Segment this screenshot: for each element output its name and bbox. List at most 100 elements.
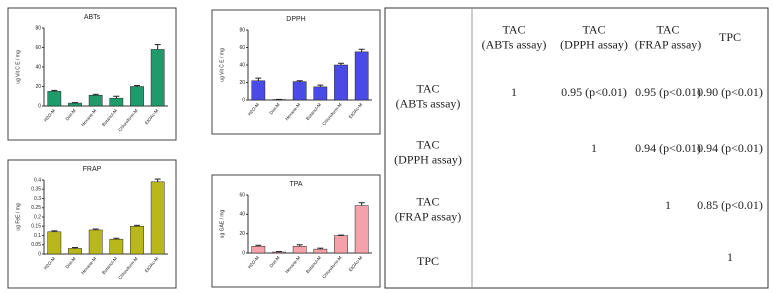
error-bar [113,237,120,240]
bar [47,231,62,255]
error-bar [154,178,161,182]
y-tick-label: 60 [239,45,245,51]
bar [150,181,165,255]
y-tick-label: 0.3 [34,196,41,202]
error-bar [358,202,365,206]
bar [88,95,103,107]
bar [334,64,348,101]
error-bar [296,244,303,247]
error-bar [255,244,262,247]
table-cell: 0.95 (p<0.01) [561,85,627,99]
error-bar [338,62,344,65]
error-bar [154,44,161,50]
chart-frame [7,159,177,289]
bar [47,91,62,107]
table-cell: 1 [727,250,733,264]
y-tick-label: 20 [35,84,41,90]
cell-text: (ABTs assay) [482,37,547,51]
y-tick-label: 40 [239,62,245,68]
chart-title: DPPH [286,16,305,23]
error-bar [296,80,303,82]
error-bar [134,85,140,87]
bar [251,80,266,101]
bar [68,102,82,107]
chart-frame [7,7,177,141]
y-tick-label: 0.4 [34,177,41,183]
table-cell: 1 [591,141,597,155]
cell-text: TPC [417,254,439,268]
chart-title: FRAP [83,166,102,173]
error-bar [317,84,324,87]
bar [130,226,144,255]
y-axis-label: ug Vit C E / mg [15,50,21,84]
y-axis-label: ug FeE / mg [15,203,21,230]
y-tick-label: 60 [239,192,245,198]
cell-text: TAC [416,194,439,208]
table-cell: 0.85 (p<0.01) [697,198,763,212]
table-cell: 0.90 (p<0.01) [697,85,763,99]
y-tick-label: 0 [38,251,41,257]
y-tick-label: 0 [242,97,245,103]
cell-text: TAC [582,22,605,36]
cell-text: TAC [416,81,439,95]
cell-text: (FRAP assay) [635,37,702,51]
cell-text: TAC [416,137,439,151]
bar [354,205,369,254]
y-tick-label: 0.1 [34,233,41,239]
error-bar [92,93,99,96]
y-tick-label: 40 [35,64,41,70]
table-cell: 0.94 (p<0.01) [635,141,701,155]
y-tick-label: 40 [239,212,245,218]
bar [109,97,124,107]
error-bar [92,228,99,230]
cell-text: (DPPH assay) [394,152,462,166]
y-tick-label: 0.2 [34,214,41,220]
bar [68,248,82,255]
y-tick-label: 60 [35,45,41,51]
chart-frame [211,174,381,288]
chart-title: TPA [289,181,302,188]
error-bar [317,247,324,250]
y-tick-label: 20 [239,231,245,237]
bar [292,81,307,101]
cell-text: TAC [656,22,679,36]
cell-text: TAC [502,22,525,36]
y-tick-label: 0.15 [31,224,41,230]
error-bar [51,230,58,232]
bar [334,235,348,254]
y-tick-label: 80 [35,25,41,31]
error-bar [113,95,120,99]
bar [313,248,328,254]
y-axis-label: ug Vit C E / mg [219,48,225,82]
bar [313,86,328,101]
error-bar [51,89,58,92]
table-cell: 1 [511,85,517,99]
bar [354,51,369,101]
error-bar [255,77,262,81]
cell-text: (DPPH assay) [560,37,628,51]
y-tick-label: 0.25 [31,205,41,211]
y-tick-label: 0 [242,250,245,256]
y-tick-label: 20 [239,80,245,86]
error-bar [358,48,365,52]
correlation-table: TAC(ABTs assay)TAC(DPPH assay)TAC(FRAP a… [394,22,763,268]
table-cell: 0.95 (p<0.01) [635,85,701,99]
y-tick-label: 0.35 [31,187,41,193]
bar [292,245,307,254]
bar [251,245,266,254]
cell-text: (FRAP assay) [395,209,462,223]
cell-text: (ABTs assay) [396,96,461,110]
y-axis-label: ug GAE / mg [219,209,225,238]
chart-frame [211,9,381,135]
y-tick-label: 80 [239,27,245,33]
bar [150,49,165,107]
y-tick-label: 0 [38,103,41,109]
y-tick-label: 0.05 [31,242,41,248]
bar [130,86,144,107]
error-bar [134,224,140,227]
table-border [384,7,769,289]
table-cell: 0.94 (p<0.01) [697,141,763,155]
bar [109,238,124,255]
